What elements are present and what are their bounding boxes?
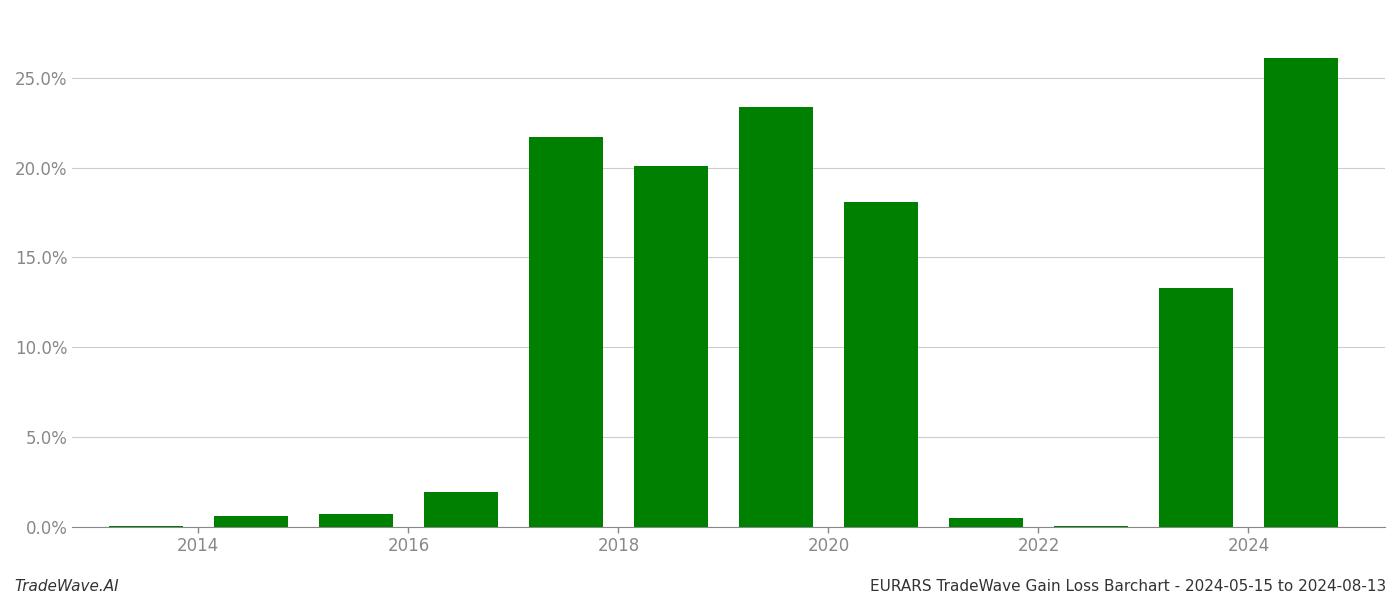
- Bar: [529, 137, 602, 527]
- Bar: [424, 493, 497, 527]
- Text: TradeWave.AI: TradeWave.AI: [14, 579, 119, 594]
- Text: EURARS TradeWave Gain Loss Barchart - 2024-05-15 to 2024-08-13: EURARS TradeWave Gain Loss Barchart - 20…: [869, 579, 1386, 594]
- Bar: [844, 202, 918, 527]
- Bar: [214, 516, 287, 527]
- Bar: [634, 166, 707, 527]
- Bar: [739, 107, 812, 527]
- Bar: [1264, 58, 1338, 527]
- Bar: [949, 518, 1023, 527]
- Bar: [319, 514, 392, 527]
- Bar: [1159, 288, 1233, 527]
